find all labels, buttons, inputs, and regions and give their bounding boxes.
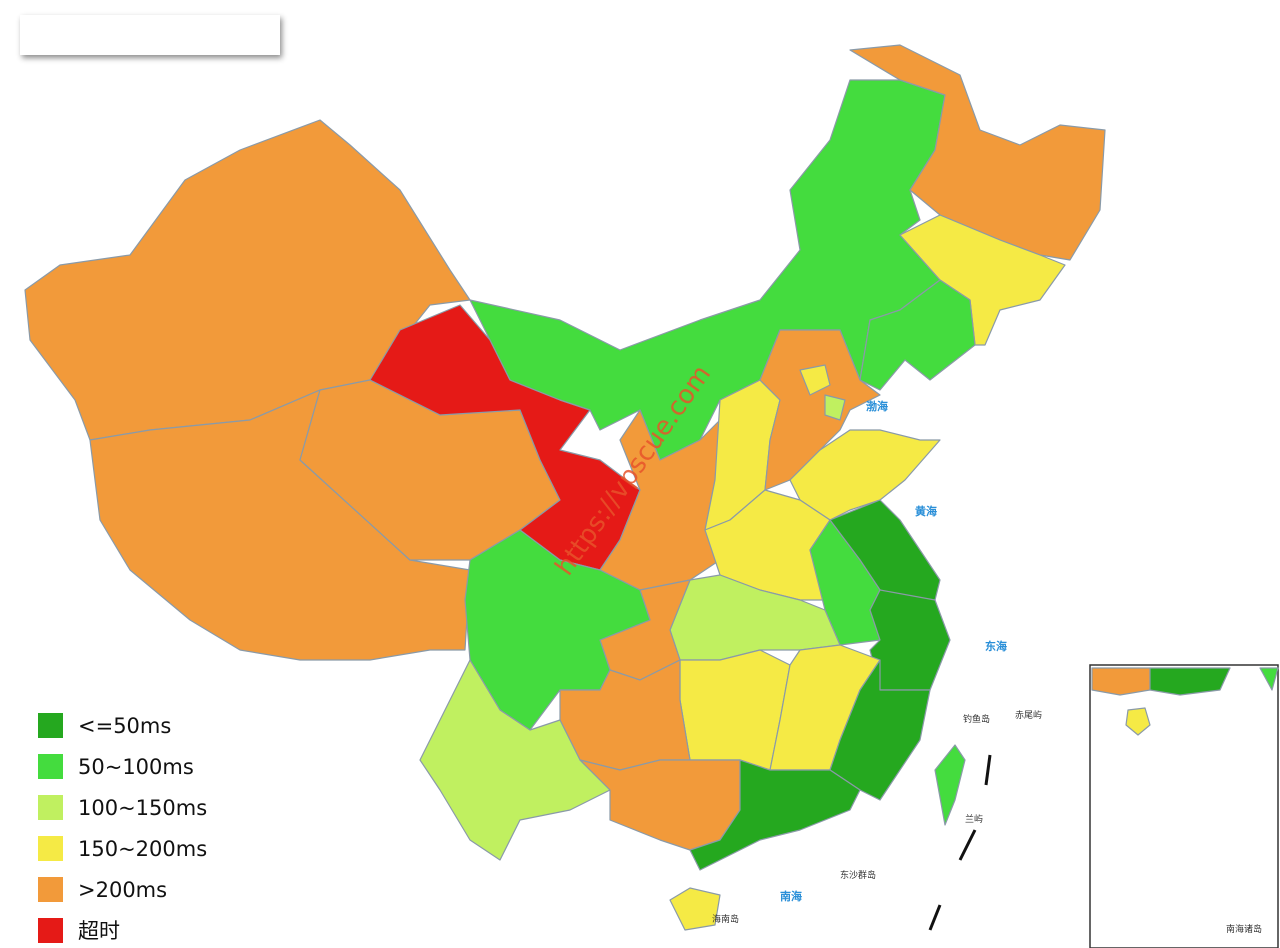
legend: <=50ms 50~100ms 100~150ms 150~200ms >200ms 超时: [38, 713, 207, 943]
legend-swatch: [38, 795, 63, 820]
legend-label: <=50ms: [78, 714, 171, 738]
tibet: [89, 389, 471, 661]
sea-label: 渤海: [866, 399, 888, 413]
liaoning: [859, 279, 976, 391]
legend-swatch: [38, 713, 63, 738]
hainan: [669, 887, 721, 931]
dashed-border: [928, 754, 992, 931]
island-label: 海南岛: [712, 913, 739, 925]
taiwan: [934, 744, 966, 826]
tianjin: [824, 394, 846, 421]
legend-label: 100~150ms: [78, 796, 207, 820]
island-label: 钓鱼岛: [963, 713, 990, 725]
map-labels: 渤海 黄海 东海 南海 钓鱼岛 赤尾屿 东沙群岛 海南岛 兰屿 南海诸岛: [712, 399, 1262, 935]
island-label: 兰屿: [965, 813, 983, 825]
hebei: [759, 329, 881, 491]
inset-taiwan: [1259, 667, 1279, 691]
guangdong: [689, 759, 861, 871]
sea-label: 南海: [780, 889, 802, 903]
inset-hainan: [1125, 707, 1151, 736]
guangxi: [579, 759, 741, 851]
island-label: 赤尾屿: [1015, 710, 1042, 721]
shaanxi: [599, 409, 721, 591]
inset-guangdong: [1149, 667, 1231, 696]
legend-swatch: [38, 877, 63, 902]
sea-label: 黄海: [915, 504, 937, 518]
province-map: [24, 44, 1106, 931]
beijing: [799, 364, 831, 396]
island-label: 东沙群岛: [840, 869, 876, 881]
legend-swatch: [38, 918, 63, 943]
yunnan: [419, 659, 611, 861]
legend-swatch: [38, 836, 63, 861]
legend-label: 150~200ms: [78, 837, 207, 861]
inset-title: 南海诸岛: [1226, 923, 1262, 935]
sea-label: 东海: [985, 639, 1007, 653]
heilongjiang: [849, 44, 1106, 261]
inset-guangxi: [1091, 667, 1151, 696]
legend-label: 50~100ms: [78, 755, 194, 779]
legend-swatch: [38, 754, 63, 779]
legend-label: >200ms: [78, 878, 167, 902]
fujian: [829, 659, 931, 801]
inset-map: [1091, 667, 1279, 736]
inset-box: [1089, 664, 1279, 948]
header-box: [20, 15, 280, 55]
legend-label: 超时: [78, 919, 120, 943]
zhejiang: [869, 589, 951, 691]
